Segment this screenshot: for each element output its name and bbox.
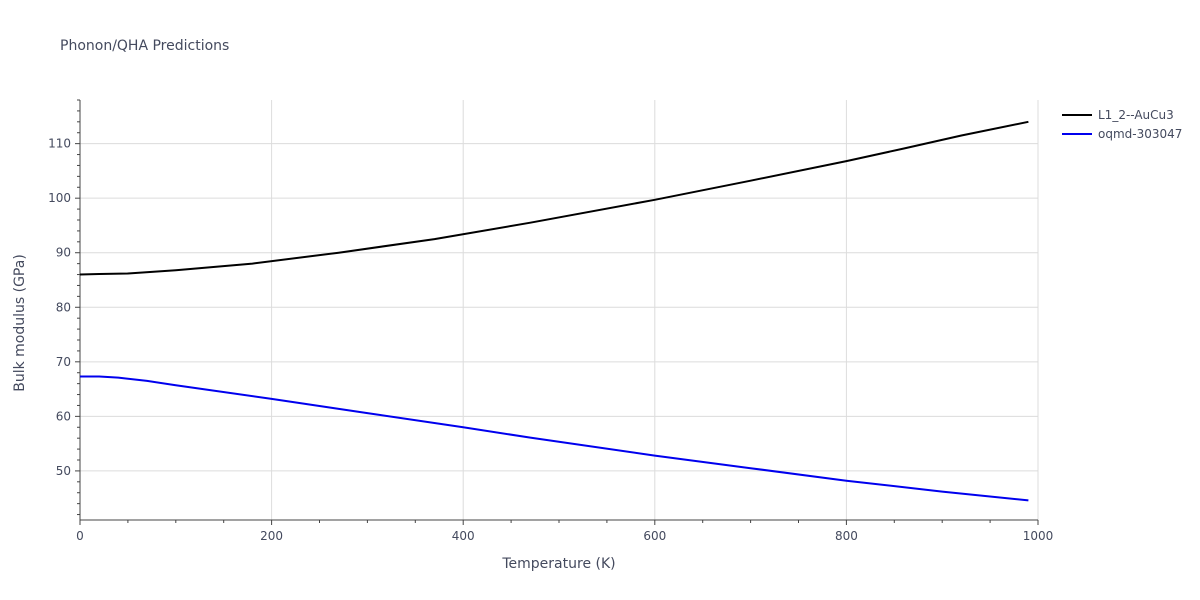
grid-layer (80, 100, 1039, 520)
x-tick-label-5: 1000 (1023, 529, 1054, 543)
series-line-1 (80, 375, 1029, 502)
legend-item-0[interactable]: L1_2--AuCu3 (1062, 108, 1174, 122)
chart-title: Phonon/QHA Predictions (60, 38, 229, 54)
y-tick-label-6: 110 (48, 137, 71, 151)
x-tick-label-2: 400 (452, 529, 475, 543)
legend-label-0: L1_2--AuCu3 (1098, 108, 1174, 122)
axes-layer: 0 200 400 600 800 1000 50 60 70 80 90 100 110 (48, 99, 1054, 543)
y-tick-label-2: 70 (56, 355, 71, 369)
y-tick-label-3: 80 (56, 300, 71, 314)
y-tick-label-0: 50 (56, 464, 71, 478)
y-tick-label-1: 60 (56, 409, 71, 423)
x-tick-label-4: 800 (835, 529, 858, 543)
series-line-0 (79, 120, 1029, 276)
x-axis-title: Temperature (K) (501, 556, 615, 572)
legend: L1_2--AuCu3 oqmd-303047 (1062, 108, 1182, 141)
legend-item-1[interactable]: oqmd-303047 (1062, 127, 1182, 141)
y-tick-label-4: 90 (56, 246, 71, 260)
x-tick-label-1: 200 (260, 529, 283, 543)
x-tick-label-3: 600 (643, 529, 666, 543)
series-layer (79, 120, 1029, 502)
y-axis-title: Bulk modulus (GPa) (12, 254, 28, 392)
x-tick-label-0: 0 (76, 529, 84, 543)
legend-label-1: oqmd-303047 (1098, 127, 1182, 141)
y-tick-label-5: 100 (48, 191, 71, 205)
